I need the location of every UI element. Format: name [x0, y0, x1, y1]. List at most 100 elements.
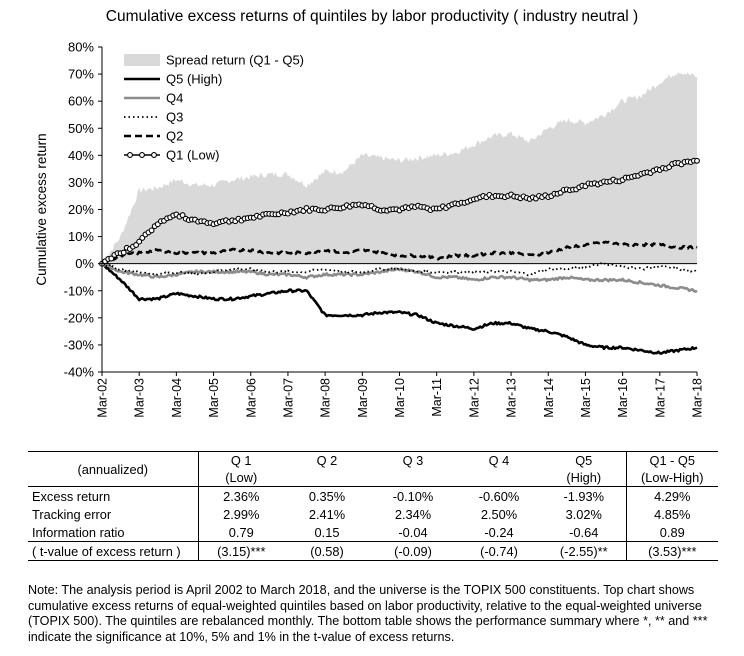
legend-label: Q3: [166, 110, 183, 125]
legend-marker: [127, 152, 133, 158]
legend-item-spread-return-q1-q5: Spread return (Q1 - Q5): [124, 53, 304, 68]
column-header-q1: Q 1 (Low): [198, 451, 284, 487]
y-tick-label: 80%: [68, 40, 94, 55]
y-tick-label: -40%: [64, 365, 95, 380]
series-q3-line: [101, 261, 698, 277]
x-tick-label: Mar-02: [96, 378, 110, 418]
y-tick-label: 30%: [68, 175, 94, 190]
table-cell: 0.35%: [308, 488, 346, 504]
performance-summary-table: (annualized) Q 1 (Low) Q 2 Q 3 Q 4 Q5 (Hig…: [28, 451, 718, 561]
axis-layer: 80% 70% 60% 50% 40% 30% 20% 10% 0% -10% -20% -30% -4…: [34, 40, 705, 418]
table-cell: -0.60%: [478, 488, 520, 504]
x-tick-label: Mar-15: [579, 378, 593, 418]
column-header-q2: Q 2: [284, 451, 370, 487]
legend-item-q4: Q4: [124, 91, 183, 106]
legend-label: Q2: [166, 129, 183, 144]
x-tick-label: Mar-11: [430, 378, 444, 417]
table-cell: 2.99%: [223, 506, 260, 522]
table-row: Information ratio 0.79 0.15 -0.04 -0.24 …: [28, 523, 718, 542]
plot-layer: [99, 72, 700, 355]
column-header-q4: Q 4: [456, 451, 542, 487]
table-cell: -0.64: [569, 524, 599, 540]
table-cell: -0.24: [484, 524, 514, 540]
legend-label: Q5 (High): [166, 72, 222, 87]
x-tick-label: Mar-17: [653, 378, 667, 418]
q1-data-point: [694, 157, 700, 164]
table-cell: (3.15)***: [198, 541, 284, 561]
y-tick-label: -10%: [64, 283, 95, 298]
legend-item-q1-low: Q1 (Low): [124, 148, 219, 163]
series-q2-line: [101, 239, 698, 265]
y-tick-label: -20%: [64, 310, 95, 325]
q1-data-point: [179, 212, 186, 219]
y-tick-label: 60%: [68, 94, 94, 109]
legend-label: Q1 (Low): [166, 148, 219, 163]
y-tick-label: 50%: [68, 121, 94, 136]
y-axis-title: Cumulative excess return: [34, 133, 49, 285]
x-tick-label: Mar-04: [170, 378, 184, 418]
x-tick-label: Mar-03: [133, 378, 147, 418]
table-cell: 2.36%: [223, 488, 260, 504]
table-cell: 2.50%: [480, 506, 518, 522]
y-tick-label: 10%: [68, 229, 94, 244]
column-header-q3: Q 3: [370, 451, 456, 487]
row-label: Excess return: [28, 486, 199, 505]
q1-data-point: [120, 249, 127, 256]
y-tick-label: 40%: [68, 148, 94, 163]
table-cell: 2.41%: [308, 506, 346, 522]
chart-legend: Spread return (Q1 - Q5) Q5 (High) Q4 Q3 Q2 Q1…: [124, 53, 304, 163]
y-tick-label: -30%: [64, 337, 95, 352]
table-row: Tracking error 2.99% 2.41% 2.34% 2.50% 3…: [28, 505, 718, 523]
q1-data-point: [108, 255, 115, 262]
legend-item-q5-high: Q5 (High): [124, 72, 222, 87]
y-tick-label: 0%: [75, 256, 94, 271]
legend-label: Spread return (Q1 - Q5): [166, 53, 304, 68]
x-tick-label: Mar-18: [691, 378, 705, 418]
chart-area: 80% 70% 60% 50% 40% 30% 20% 10% 0% -10% -20% -30% -4…: [34, 40, 705, 418]
table-cell: (0.58): [284, 541, 370, 561]
q1-data-point: [148, 227, 155, 234]
table-row: ( t-value of excess return ) (3.15)*** (…: [28, 541, 718, 561]
series-q4-line: [101, 262, 698, 293]
table-header-row: (annualized) Q 1 (Low) Q 2 Q 3 Q 4 Q5 (Hig…: [28, 451, 718, 487]
table-cell: -0.04: [398, 524, 428, 540]
table-cell: -0.10%: [392, 488, 434, 504]
x-tick-label: Mar-06: [244, 378, 258, 418]
q1-data-point: [136, 238, 143, 245]
row-label: ( t-value of excess return ): [28, 541, 199, 561]
table-cell: 4.85%: [625, 505, 718, 523]
x-tick-label: Mar-16: [616, 378, 630, 418]
x-tick-label: Mar-13: [505, 378, 519, 418]
column-header-spread: Q1 - Q5 (Low-High): [625, 451, 718, 487]
table-cell: 0.79: [228, 524, 254, 540]
x-tick-label: Mar-09: [356, 378, 370, 418]
legend-swatch: [124, 54, 160, 66]
table-cell: (3.53)***: [625, 541, 718, 561]
x-tick-label: Mar-08: [319, 378, 333, 418]
x-tick-label: Mar-10: [393, 378, 407, 418]
row-label: Tracking error: [28, 505, 199, 523]
series-q5-high-line: [101, 262, 698, 355]
legend-marker: [151, 152, 157, 158]
chart-title: Cumulative excess returns of quintiles b…: [105, 8, 639, 25]
legend-item-q3: Q3: [124, 110, 183, 125]
table-row: Excess return 2.36% 0.35% -0.10% -0.60% …: [28, 486, 718, 505]
legend-item-q2: Q2: [124, 129, 183, 144]
column-header-q5: Q5 (High): [542, 451, 626, 487]
legend-label: Q4: [166, 91, 183, 106]
x-tick-label: Mar-07: [281, 378, 295, 418]
x-tick-label: Mar-05: [207, 378, 221, 418]
table-cell: 0.89: [625, 523, 718, 542]
x-tick-label: Mar-12: [467, 378, 481, 418]
row-label: Information ratio: [28, 523, 199, 542]
series-spread-return-q1-q5-area: [102, 72, 697, 264]
table-header-label: (annualized): [28, 451, 199, 487]
table-cell: 0.15: [314, 524, 340, 540]
x-tick-label: Mar-14: [542, 378, 556, 418]
table-cell: -1.93%: [563, 488, 605, 504]
footnote: Note: The analysis period is April 2002 …: [28, 583, 708, 644]
legend-marker: [139, 152, 145, 158]
y-tick-label: 70%: [68, 67, 94, 82]
table-cell: 4.29%: [625, 486, 718, 505]
table-cell: (-0.09): [370, 541, 456, 561]
